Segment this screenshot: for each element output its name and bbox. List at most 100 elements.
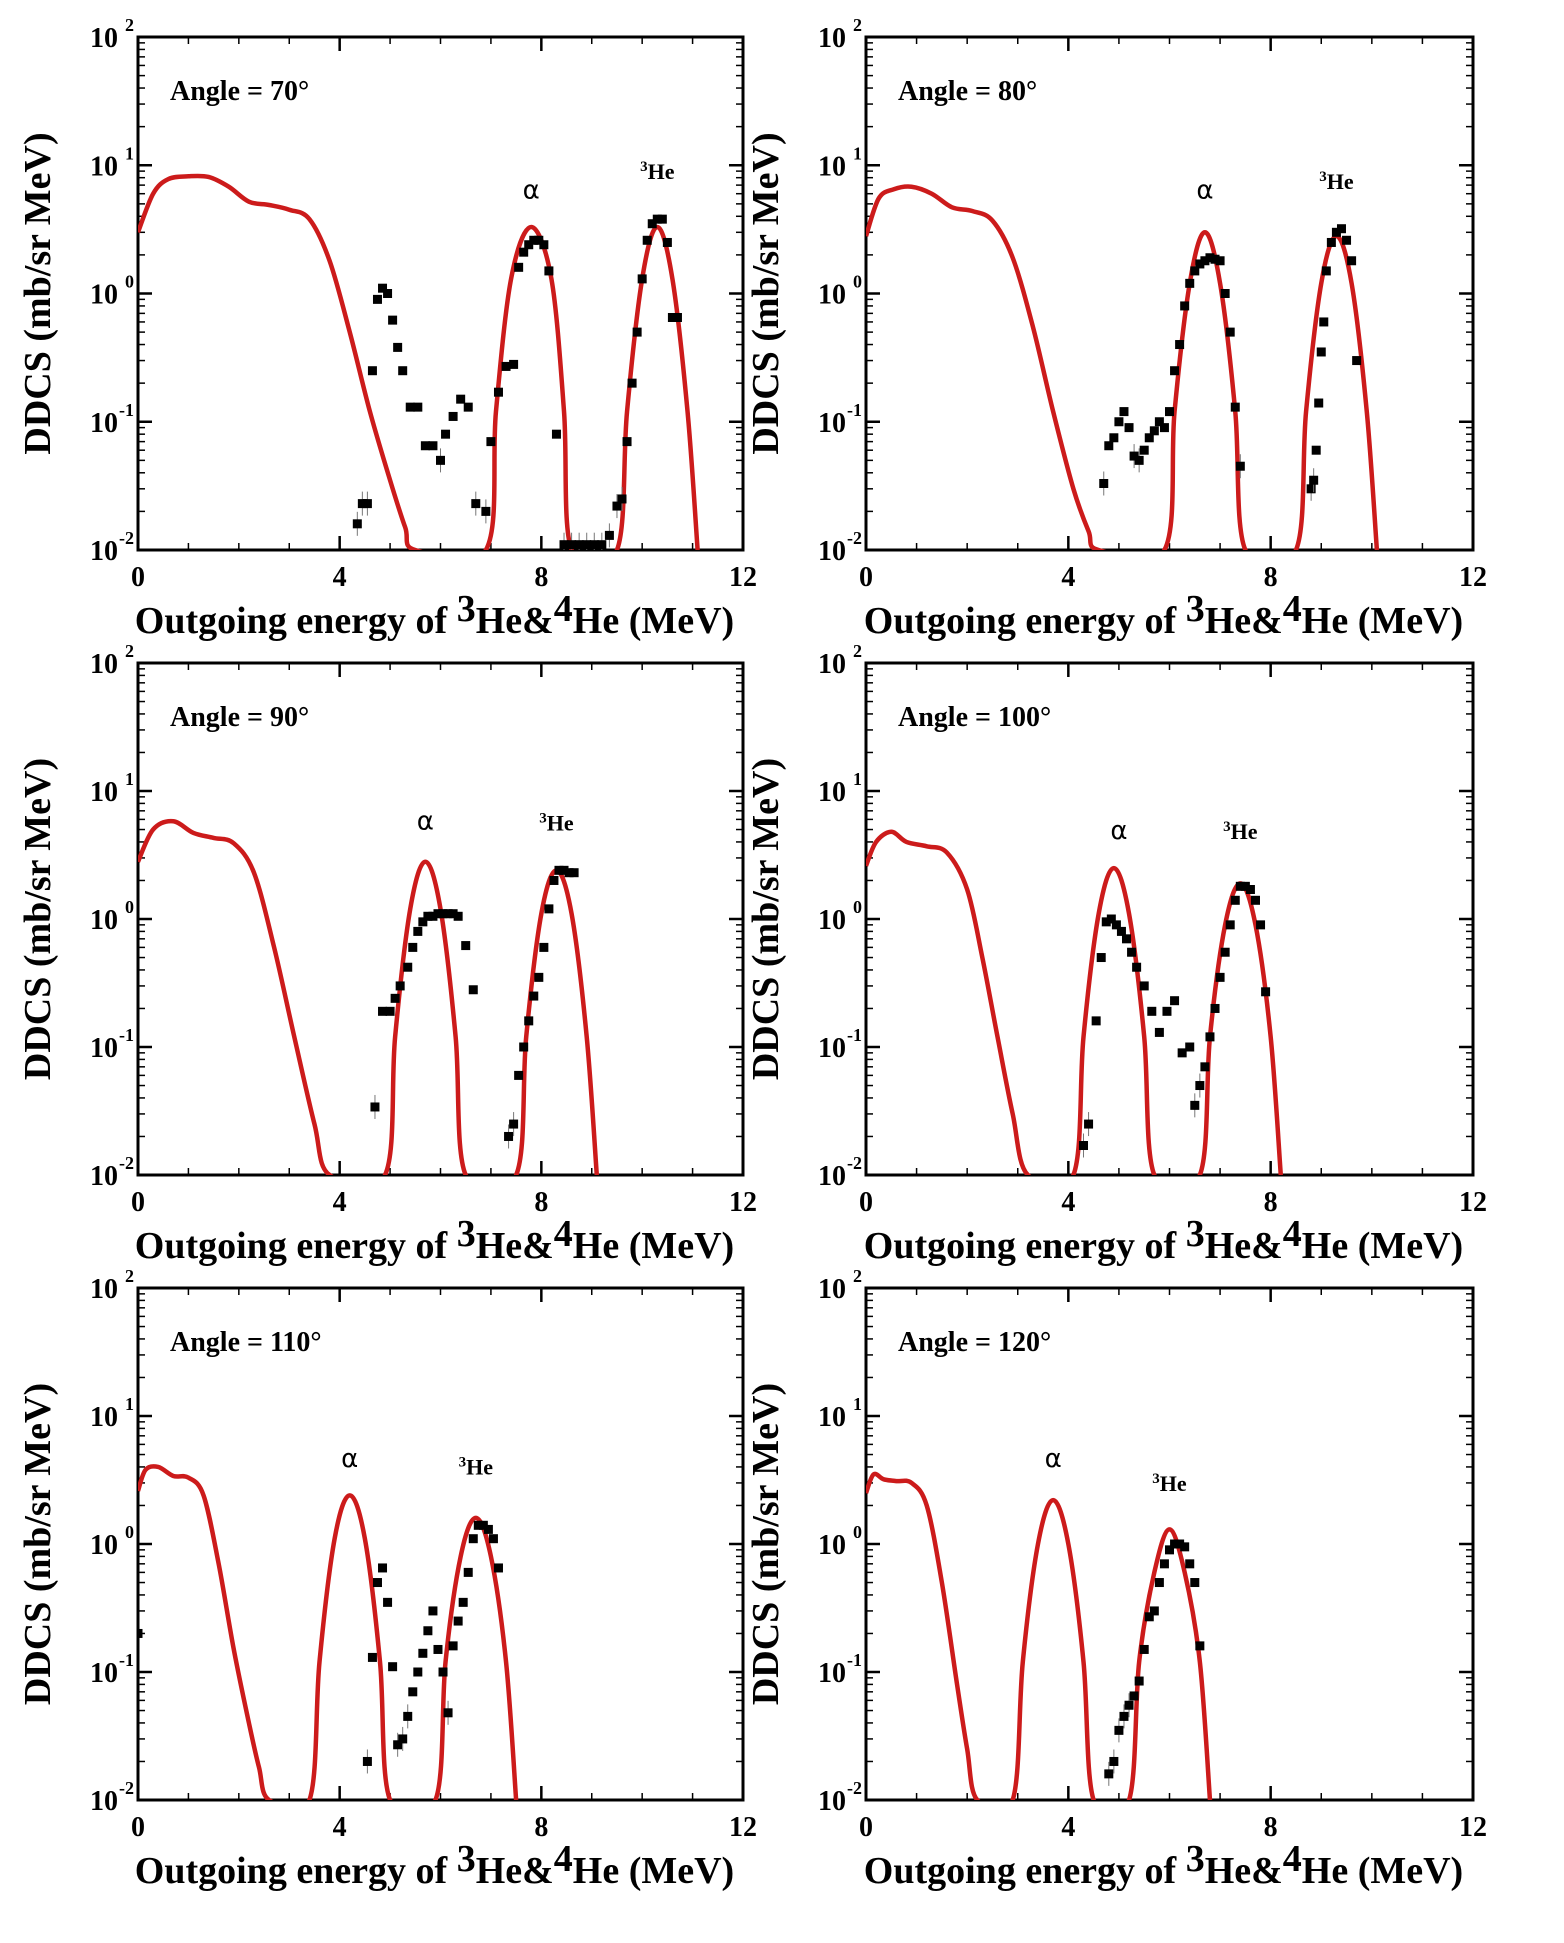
experiment-point: [453, 1616, 463, 1626]
experiment-point: [519, 1042, 529, 1052]
y-tick-label: 10 -2: [90, 1153, 134, 1192]
theory-curve: [866, 829, 1284, 1175]
y-tick-exponent: 2: [853, 15, 862, 35]
y-tick-label: 10 0: [818, 1522, 862, 1561]
x-axis-title: Outgoing energy of 3He&4He (MeV): [864, 1838, 1463, 1892]
y-tick-base: 10: [818, 1161, 846, 1192]
y-tick-label: 10 2: [90, 1266, 134, 1305]
experiment-point: [362, 499, 372, 509]
x-tick-label: 8: [1264, 1812, 1278, 1843]
experiment-point: [423, 911, 433, 921]
y-tick-label: 10 -2: [818, 1153, 862, 1192]
x-tick-label: 12: [729, 562, 757, 593]
plot-data: [866, 829, 1284, 1175]
alpha-peak-label: α: [417, 807, 434, 837]
experiment-point: [1104, 1769, 1114, 1779]
he3-peak-label: 3He: [459, 1454, 494, 1479]
experiment-point: [1250, 895, 1260, 905]
experiment-point: [1170, 366, 1180, 376]
panel-title: Angle = 110°: [170, 1327, 322, 1358]
y-tick-exponent: -1: [119, 1025, 134, 1045]
panel-title: Angle = 70°: [170, 76, 309, 107]
y-tick-exponent: -2: [119, 1153, 134, 1173]
experiment-point: [632, 327, 642, 337]
y-tick-base: 10: [818, 1274, 846, 1305]
x-tick-label: 4: [333, 1187, 347, 1218]
y-axis-title: DDCS (mb/sr MeV): [17, 1383, 59, 1705]
y-tick-exponent: 2: [853, 1266, 862, 1286]
he3-base: He: [648, 159, 675, 184]
plot-frame: [864, 1286, 1475, 1802]
y-tick-base: 10: [818, 1658, 846, 1689]
experiment-point: [438, 1667, 448, 1677]
experiment-point: [1336, 224, 1346, 234]
experiment-point: [597, 540, 607, 550]
experiment-point: [539, 240, 549, 250]
x-tick-label: 8: [534, 1812, 548, 1843]
y-tick-base: 10: [818, 1530, 846, 1561]
experiment-point: [433, 909, 443, 919]
experiment-point: [408, 1687, 418, 1697]
experiment-point: [1306, 484, 1316, 494]
experiment-point: [1177, 1048, 1187, 1058]
experiment-point: [413, 402, 423, 412]
experiment-point: [453, 911, 463, 921]
y-tick-label: 10 2: [818, 641, 862, 680]
experiment-point: [1215, 256, 1225, 266]
x-tick-label: 12: [729, 1187, 757, 1218]
y-tick-label: 10 1: [90, 769, 134, 808]
experiment-point: [509, 1119, 519, 1129]
x-tick-label: 8: [1264, 562, 1278, 593]
y-tick-label: 10 2: [90, 641, 134, 680]
y-tick-label: 10 -1: [818, 1650, 862, 1689]
plot-data: [866, 1471, 1213, 1800]
y-tick-exponent: 0: [853, 897, 862, 917]
experiment-point: [1316, 347, 1326, 357]
experiment-point: [463, 1567, 473, 1577]
experiment-point: [1195, 1641, 1205, 1651]
experiment-point: [473, 1520, 483, 1530]
x-axis-title: Outgoing energy of 3He&4He (MeV): [864, 588, 1463, 642]
alpha-peak-label: α: [1045, 1444, 1062, 1474]
experiment-point: [1144, 433, 1154, 443]
experiment-point: [1185, 278, 1195, 288]
y-axis-title: DDCS (mb/sr MeV): [745, 132, 787, 454]
experiment-point: [1159, 1559, 1169, 1569]
y-tick-base: 10: [90, 649, 118, 680]
experiment-point: [549, 875, 559, 885]
y-tick-label: 10 -1: [90, 400, 134, 439]
experiment-point: [1134, 455, 1144, 465]
y-tick-exponent: -1: [119, 1650, 134, 1670]
y-tick-label: 10 1: [90, 143, 134, 182]
experiment-point: [1220, 947, 1230, 957]
experiment-point: [461, 941, 471, 951]
he3-sup: 3: [459, 1454, 467, 1470]
y-tick-exponent: 0: [853, 1522, 862, 1542]
experiment-point: [1245, 885, 1255, 895]
plot-frame: [136, 35, 745, 552]
experiment-point: [672, 312, 682, 322]
x-axis-title-part: He&: [1205, 600, 1283, 642]
y-tick-label: 10 0: [90, 272, 134, 311]
experiment-point: [418, 917, 428, 927]
experiment-point: [1079, 1141, 1089, 1151]
y-tick-label: 10 0: [90, 1522, 134, 1561]
experiment-point: [622, 437, 632, 447]
x-axis-title-part: 3: [457, 1838, 476, 1880]
experiment-point: [1225, 920, 1235, 930]
experiment-point: [413, 1667, 423, 1677]
x-tick-label: 4: [333, 1812, 347, 1843]
experiment-point: [433, 1644, 443, 1654]
y-tick-label: 10 1: [90, 1394, 134, 1433]
experiment-point: [1215, 972, 1225, 982]
experiment-point: [357, 499, 367, 509]
experiment-point: [443, 1708, 453, 1718]
experiment-point: [1180, 301, 1190, 311]
x-axis-title-part: Outgoing energy of: [135, 1225, 457, 1267]
experiment-point: [1180, 1542, 1190, 1552]
y-tick-label: 10 -1: [90, 1650, 134, 1689]
experiment-point: [1200, 256, 1210, 266]
experiment-point: [1190, 1100, 1200, 1110]
x-tick-label: 12: [1459, 1187, 1487, 1218]
